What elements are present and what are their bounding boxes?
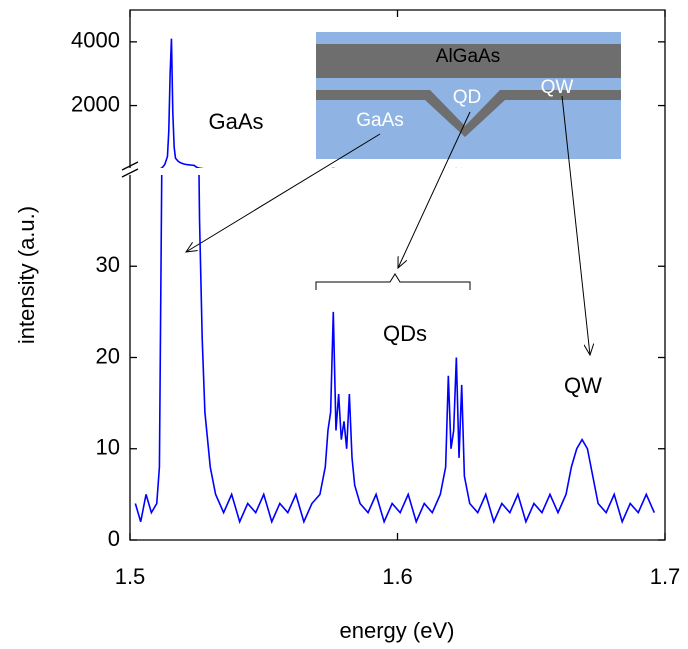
annotation: GaAs: [208, 109, 263, 134]
x-tick-label: 1.6: [382, 564, 413, 589]
inset-label: QD: [453, 87, 482, 108]
y-tick-label: 4000: [71, 28, 120, 53]
inset: [316, 32, 621, 159]
y-tick-label: 0: [108, 526, 120, 551]
inset-label: AlGaAs: [436, 46, 500, 67]
x-axis-label: energy (eV): [340, 618, 455, 643]
x-tick-label: 1.5: [115, 564, 146, 589]
arrows: [186, 95, 590, 355]
y-tick-label: 2000: [71, 91, 120, 116]
y-tick-label: 20: [96, 343, 120, 368]
y-tick-label: 30: [96, 252, 120, 277]
axis-frame: [129, 9, 666, 541]
y-tick-label: 10: [96, 435, 120, 460]
inset-label: QW: [541, 77, 574, 98]
y-axis-label: intensity (a.u.): [14, 206, 39, 344]
spectrum-line: [134, 175, 656, 525]
annotation: QW: [564, 373, 602, 398]
x-tick-label: 1.7: [650, 564, 681, 589]
annotation: QDs: [383, 321, 427, 346]
axis-break: [121, 161, 139, 178]
spectrum-line: [159, 38, 463, 168]
inset-label: GaAs: [356, 110, 404, 131]
